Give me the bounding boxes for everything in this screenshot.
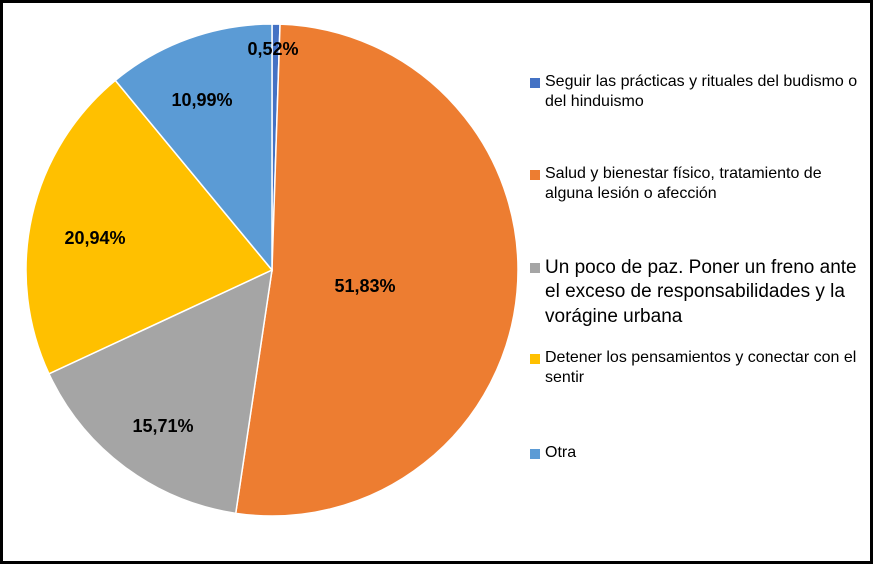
legend-item-1: Seguir las prácticas y rituales del budi…	[530, 72, 860, 113]
legend-label-2: Salud y bienestar físico, tratamiento de…	[545, 165, 822, 203]
pie-slice-3	[47, 268, 273, 515]
legend-item-5: Otra	[530, 443, 860, 463]
legend-item-4: Detener los pensamientos y conectar con …	[530, 348, 860, 389]
data-label-1: 0,52%	[247, 39, 298, 59]
data-label-3: 15,71%	[132, 416, 193, 436]
data-label-2: 51,83%	[334, 276, 395, 296]
pie-slice-2	[234, 23, 519, 517]
data-label-5: 10,99%	[171, 90, 232, 110]
pie-slice-4	[25, 79, 274, 375]
legend-item-3: Un poco de paz. Poner un freno ante el e…	[530, 256, 860, 329]
legend-label-3: Un poco de paz. Poner un freno ante el e…	[545, 257, 857, 327]
legend-item-2: Salud y bienestar físico, tratamiento de…	[530, 164, 860, 205]
legend-label-1: Seguir las prácticas y rituales del budi…	[545, 73, 858, 111]
legend-swatch-4	[530, 353, 540, 364]
legend-swatch-2	[530, 169, 540, 180]
legend-label-4: Detener los pensamientos y conectar con …	[545, 349, 857, 387]
legend-swatch-3	[530, 262, 540, 273]
legend-label-5: Otra	[545, 444, 577, 461]
pie-slice-5	[114, 23, 273, 273]
legend-swatch-5	[530, 448, 540, 459]
legend-swatch-1	[530, 77, 540, 88]
data-label-4: 20,94%	[64, 228, 125, 248]
